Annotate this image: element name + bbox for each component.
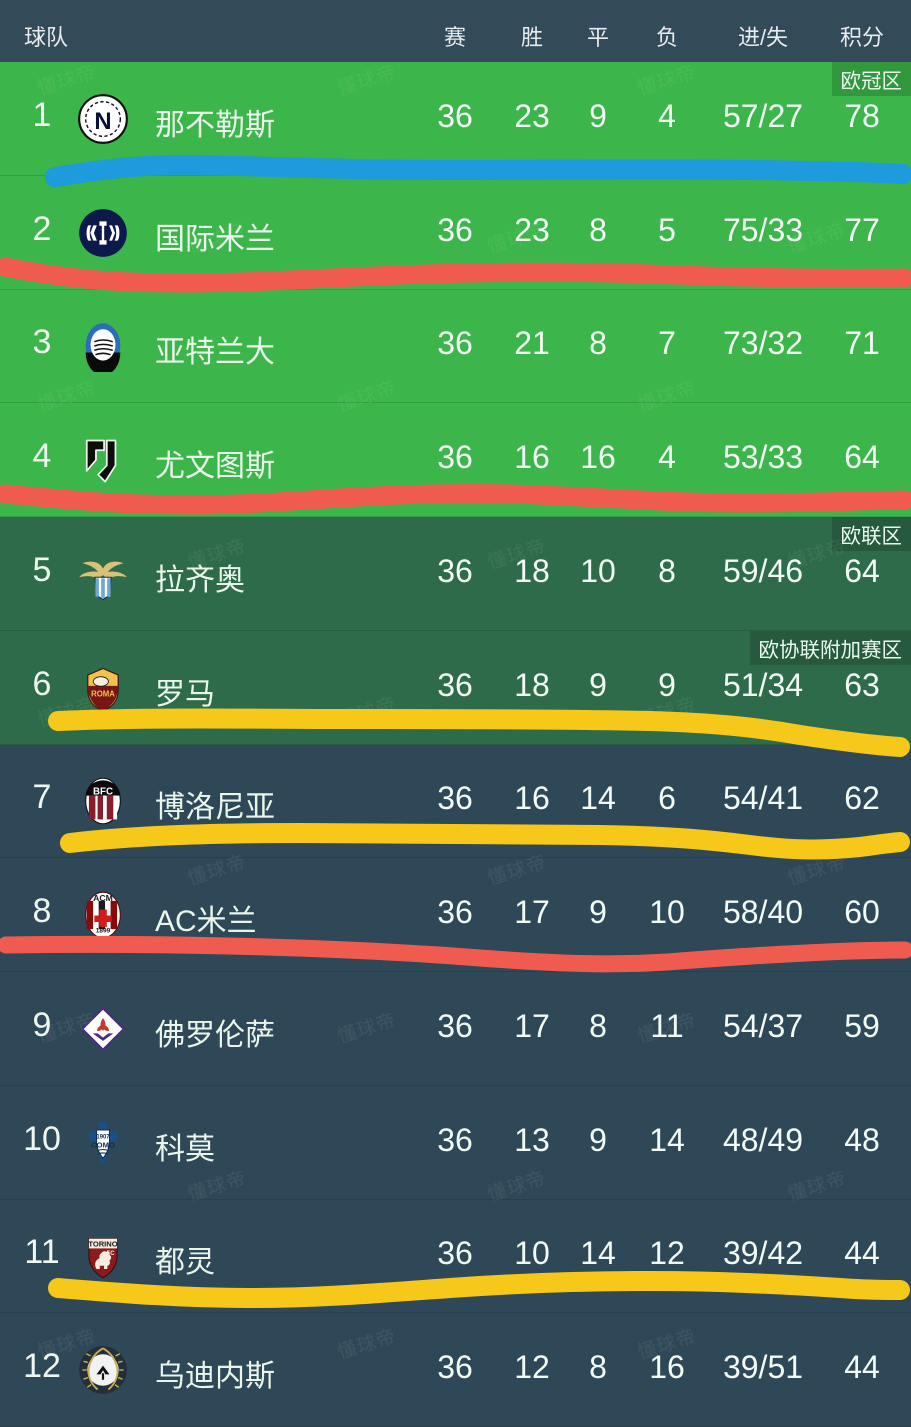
svg-text:TORINO: TORINO [88,1240,117,1249]
svg-text:1899: 1899 [96,927,111,934]
svg-text:ACM: ACM [93,893,113,903]
svg-text:COMO: COMO [91,1140,115,1149]
svg-text:N: N [94,108,111,135]
svg-text:ROMA: ROMA [91,689,115,698]
